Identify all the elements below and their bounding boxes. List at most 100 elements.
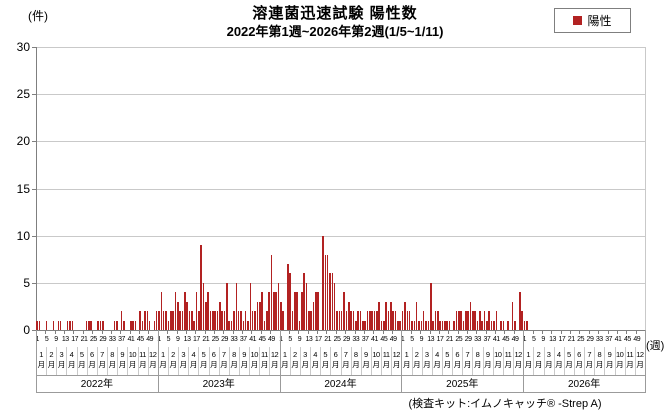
week-tick-label: 37 xyxy=(361,336,369,343)
week-tick-label: 17 xyxy=(193,336,200,343)
bar-2025-w52 xyxy=(521,311,523,330)
week-tick-label: 1 xyxy=(35,336,39,343)
gridline-y20 xyxy=(36,141,645,143)
bar-2024-w10 xyxy=(301,292,303,330)
bar-2023-w9 xyxy=(176,301,179,330)
bar-2022-w45 xyxy=(139,311,142,330)
month-separator xyxy=(66,347,68,375)
bar-2025-w25 xyxy=(458,311,460,330)
week-tick-label: 1 xyxy=(157,336,161,343)
month-separator xyxy=(167,347,169,375)
week-tick-label: 5 xyxy=(166,336,171,343)
bar-2024-w5 xyxy=(289,273,291,330)
x-tick-mark xyxy=(570,330,572,334)
bar-2024-w29 xyxy=(345,311,348,330)
x-tick-mark xyxy=(429,330,431,334)
bar-2025-w8 xyxy=(418,320,420,330)
bar-2023-w40 xyxy=(249,282,252,330)
x-tick-mark xyxy=(635,330,637,334)
bar-2023-w30 xyxy=(226,282,228,330)
week-tick-label: 49 xyxy=(267,336,275,343)
x-tick-mark xyxy=(167,330,169,334)
week-tick-label: 25 xyxy=(577,336,584,343)
bar-2024-w21 xyxy=(326,254,329,330)
y-tick-mark xyxy=(32,94,36,96)
gridline-y25 xyxy=(36,94,645,96)
week-tick-label: 1 xyxy=(279,336,283,343)
x-tick-mark xyxy=(260,330,262,334)
month-label: 10 月 xyxy=(372,350,380,369)
week-tick-label: 1 xyxy=(400,336,405,343)
week-tick-label: 17 xyxy=(436,336,444,343)
bar-2023-w42 xyxy=(254,311,256,330)
month-separator xyxy=(482,347,484,375)
bar-2024-w15 xyxy=(312,301,315,330)
month-label: 11 月 xyxy=(139,350,147,369)
bar-2025-w27 xyxy=(462,320,465,330)
month-separator xyxy=(320,347,322,375)
bar-2023-w27 xyxy=(219,301,221,330)
x-tick-mark xyxy=(101,330,103,334)
bar-2023-w37 xyxy=(242,320,245,330)
month-separator xyxy=(391,347,393,375)
bar-2025-w10 xyxy=(422,311,425,330)
bar-2024-w2 xyxy=(282,311,284,330)
bar-2023-w6 xyxy=(169,311,172,330)
week-tick-label: 25 xyxy=(211,336,219,343)
y-tick-mark xyxy=(32,235,36,237)
week-tick-label: 25 xyxy=(89,336,97,343)
month-label: 12 月 xyxy=(636,350,644,369)
bar-2023-w28 xyxy=(221,311,224,330)
bar-2023-w52 xyxy=(277,282,280,330)
x-tick-mark xyxy=(420,330,422,334)
bar-2025-w34 xyxy=(479,311,481,330)
week-tick-label: 49 xyxy=(633,336,641,343)
month-separator xyxy=(502,347,504,375)
bar-2025-w21 xyxy=(448,320,451,330)
bar-2025-w6 xyxy=(413,320,416,330)
week-tick-label: 5 xyxy=(288,336,292,343)
bar-2025-w19 xyxy=(443,320,446,330)
bar-2023-w41 xyxy=(251,311,254,330)
bar-2023-w16 xyxy=(193,320,195,330)
bar-2023-w32 xyxy=(230,320,233,330)
bar-2023-w1 xyxy=(158,311,160,330)
bar-2025-w33 xyxy=(476,320,479,330)
year-separator xyxy=(401,330,403,392)
bar-2024-w52 xyxy=(399,320,402,330)
chart-title: 溶連菌迅速試験 陽性数 xyxy=(252,5,418,22)
week-tick-label: 13 xyxy=(427,336,435,343)
bar-2025-w49 xyxy=(514,320,516,330)
bar-2023-w47 xyxy=(265,311,268,330)
bar-2023-w45 xyxy=(261,292,263,330)
bar-2024-w26 xyxy=(338,311,341,330)
bar-2024-w8 xyxy=(296,292,298,330)
bar-2024-w34 xyxy=(357,311,359,330)
x-tick-mark xyxy=(626,330,628,334)
bar-2025-w18 xyxy=(441,320,444,330)
month-separator xyxy=(421,347,423,375)
gridline-y10 xyxy=(36,235,645,237)
x-tick-mark xyxy=(317,330,319,334)
bar-2023-w11 xyxy=(181,311,184,330)
bar-2023-w25 xyxy=(214,311,216,330)
x-tick-mark xyxy=(335,330,337,334)
x-tick-mark xyxy=(195,330,197,334)
week-tick-label: 29 xyxy=(342,336,350,343)
week-tick-label: 49 xyxy=(511,336,519,343)
x-tick-mark xyxy=(73,330,75,334)
bar-2023-w29 xyxy=(223,311,226,330)
